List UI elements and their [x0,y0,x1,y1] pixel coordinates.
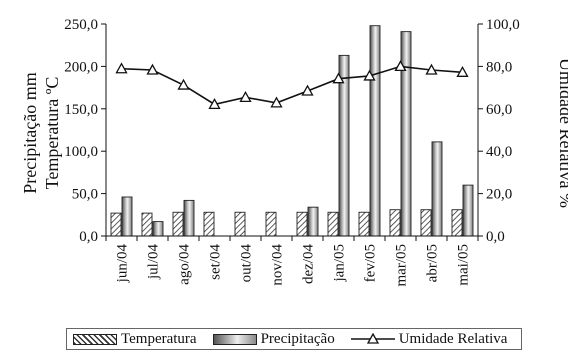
y-axis-title-left-line-2: Temperatura ºC [42,77,62,190]
legend-swatch-temperatura [73,333,117,345]
legend-label-precipitacao: Precipitação [260,330,335,347]
bar-temperatura-2 [172,211,184,237]
y-tick-left-label-2: 100,0 [64,144,98,160]
y-tick-right-label-4: 80,0 [486,59,512,75]
point-umidade-relativa-10 [425,63,438,75]
axes-layer [105,24,479,237]
point-umidade-relativa-11 [456,65,469,77]
legend-label-umidade: Umidade Relativa [398,330,508,347]
bar-precipitacao-9 [400,31,412,237]
y-tick-right-label-3: 60,0 [486,102,512,118]
legend-item-precipitacao: Precipitação [212,330,335,348]
bar-temperatura-10 [420,209,432,237]
point-umidade-relativa-3 [208,98,221,109]
y-tick-left-label-0: 0,0 [79,229,98,245]
line-layer [115,60,469,109]
x-tick-label-1: jul/04 [146,244,162,281]
x-tick-label-4: out/04 [239,244,255,283]
x-tick-label-8: fev/05 [363,244,379,282]
bars-layer [110,25,474,237]
bar-precipitacao-2 [183,199,195,237]
point-umidade-relativa-4 [239,91,252,103]
bar-precipitacao-0 [121,196,133,237]
legend-swatch-umidade [350,333,395,344]
point-umidade-relativa-8 [363,69,376,81]
bar-temperatura-3 [203,211,215,237]
x-tick-label-10: abr/05 [425,244,441,282]
bar-temperatura-4 [234,211,246,237]
y-tick-right-label-5: 100,0 [486,17,520,33]
x-tick-label-3: set/04 [208,244,224,280]
x-tick-label-9: mar/05 [394,244,410,287]
y-axis-title-left: Precipitação mm Temperatura ºC [20,72,62,193]
point-umidade-relativa-6 [301,84,314,96]
legend-swatch-precipitacao [212,333,257,345]
y-axis-title-left-line-1: Precipitação mm [20,72,40,193]
bar-temperatura-6 [296,211,308,237]
bar-temperatura-11 [451,209,463,237]
bar-precipitacao-1 [152,221,164,237]
y-tick-left-label-5: 250,0 [64,17,98,33]
ticks-layer: 0,0 50,0 100,0 150,0 200,0 250,0 0,0 20,0 40,0 60… [64,17,520,287]
chart: Precipitação mm Temperatura ºC Umidade R… [20,17,568,287]
point-umidade-relativa-9 [394,60,407,72]
bar-precipitacao-6 [307,206,319,237]
bar-temperatura-1 [141,212,153,237]
legend-label-temperatura: Temperatura [121,330,197,347]
y-tick-left-label-1: 50,0 [72,187,98,203]
bar-temperatura-9 [389,209,401,237]
point-umidade-relativa-5 [270,96,283,108]
bar-temperatura-7 [327,211,339,237]
bar-temperatura-5 [265,211,277,237]
x-tick-label-0: jun/04 [115,244,131,284]
y-tick-right-label-0: 0,0 [486,229,505,245]
y-axis-title-right: Umidade Relativa % [556,58,568,208]
y-tick-right-label-1: 20,0 [486,187,512,203]
bar-temperatura-8 [358,211,370,237]
line-umidade-relativa [121,65,463,106]
y-tick-left-label-3: 150,0 [64,102,98,118]
y-tick-left-label-4: 200,0 [64,59,98,75]
x-tick-label-5: nov/04 [270,244,286,286]
point-umidade-relativa-7 [332,72,345,84]
legend-item-temperatura: Temperatura [73,331,197,348]
x-tick-label-11: mai/05 [456,244,472,286]
legend-item-umidade: Umidade Relativa [350,330,508,348]
bar-temperatura-0 [110,212,122,237]
point-umidade-relativa-1 [146,63,159,75]
bar-precipitacao-8 [369,25,381,237]
bar-precipitacao-11 [462,184,474,237]
x-tick-label-2: ago/04 [177,244,193,285]
y-tick-right-label-2: 40,0 [486,144,512,160]
x-tick-label-7: jan/05 [332,244,348,283]
point-umidade-relativa-0 [115,62,128,74]
legend: Temperatura Precipitação Umidade Relativ… [66,328,522,350]
point-umidade-relativa-2 [177,78,190,90]
bar-precipitacao-10 [431,141,443,237]
x-tick-label-6: dez/04 [301,244,317,284]
